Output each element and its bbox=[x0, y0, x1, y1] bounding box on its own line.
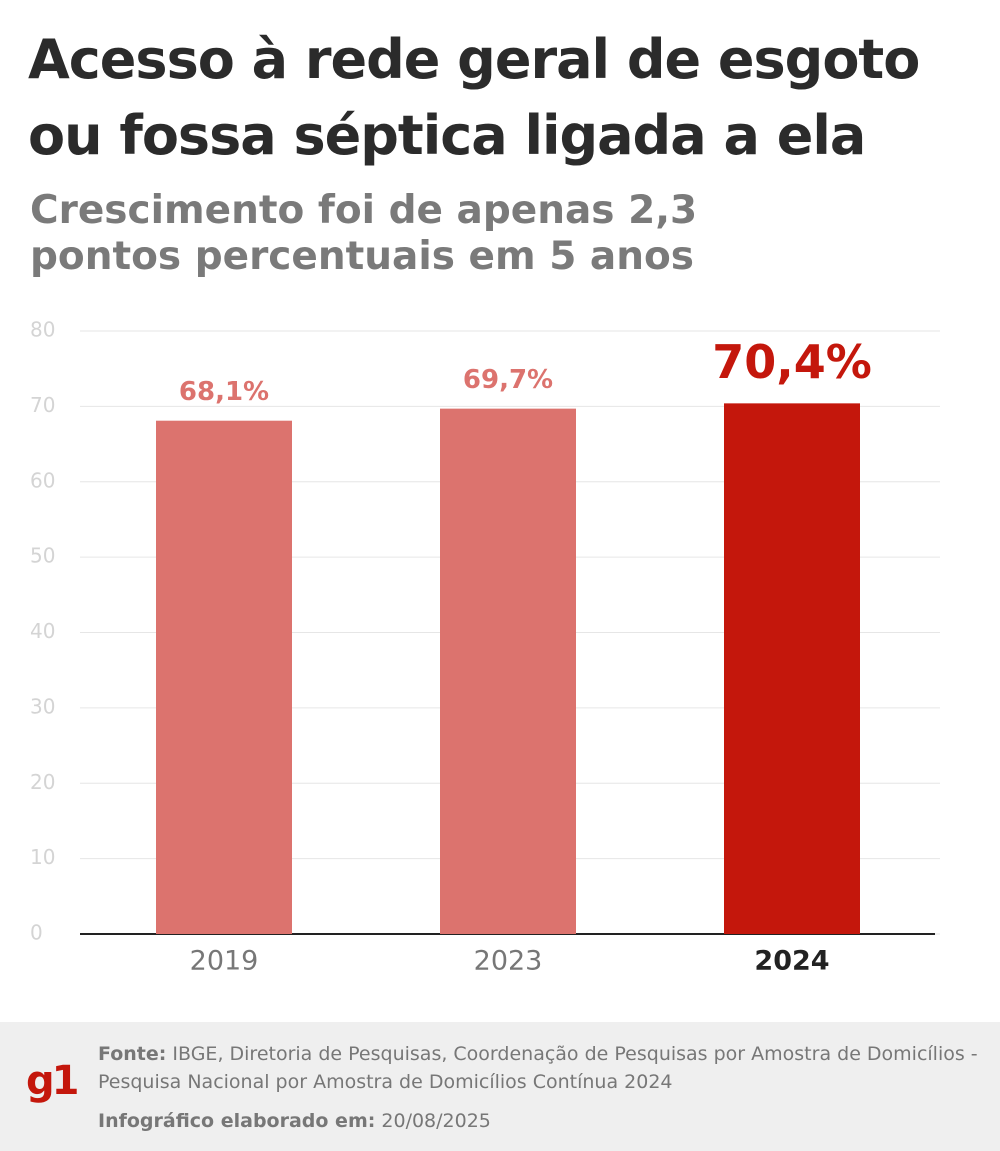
y-tick-label: 40 bbox=[30, 619, 55, 643]
y-tick-label: 0 bbox=[30, 921, 43, 945]
y-tick-label: 20 bbox=[30, 770, 55, 794]
chart: 0 10 20 30 40 50 60 70 80 2019 68,1% 2023 69,7% 2024 7… bbox=[30, 318, 940, 977]
x-tick-label: 2019 bbox=[190, 946, 259, 977]
bar bbox=[724, 403, 860, 934]
date: 20/08/2025 bbox=[381, 1110, 491, 1132]
y-tick-label: 70 bbox=[30, 393, 55, 417]
source-label: Fonte: bbox=[98, 1043, 167, 1065]
y-tick-label: 60 bbox=[30, 468, 55, 492]
y-tick-label: 50 bbox=[30, 544, 55, 568]
bar bbox=[156, 420, 292, 934]
date-label: Infográfico elaborado em: bbox=[98, 1110, 376, 1132]
value-label: 68,1% bbox=[179, 377, 269, 407]
bar bbox=[440, 408, 576, 935]
chart-title: Acesso à rede geral de esgoto ou fossa s… bbox=[28, 28, 920, 167]
value-label: 69,7% bbox=[463, 365, 553, 395]
y-tick-label: 30 bbox=[30, 694, 55, 718]
x-tick-label: 2024 bbox=[754, 946, 829, 977]
date-line: Infográfico elaborado em: 20/08/2025 bbox=[98, 1110, 491, 1132]
value-label: 70,4% bbox=[712, 335, 872, 389]
chart-subtitle: Crescimento foi de apenas 2,3 pontos per… bbox=[30, 188, 698, 279]
x-tick-label: 2023 bbox=[474, 946, 543, 977]
logo: g1 bbox=[26, 1058, 79, 1104]
y-tick-label: 80 bbox=[30, 318, 55, 342]
y-tick-label: 10 bbox=[30, 845, 55, 869]
source: Fonte: IBGE, Diretoria de Pesquisas, Coo… bbox=[98, 1040, 978, 1096]
footer: g1 Fonte: IBGE, Diretoria de Pesquisas, … bbox=[0, 1022, 1000, 1151]
source-text: IBGE, Diretoria de Pesquisas, Coordenaçã… bbox=[98, 1043, 978, 1093]
